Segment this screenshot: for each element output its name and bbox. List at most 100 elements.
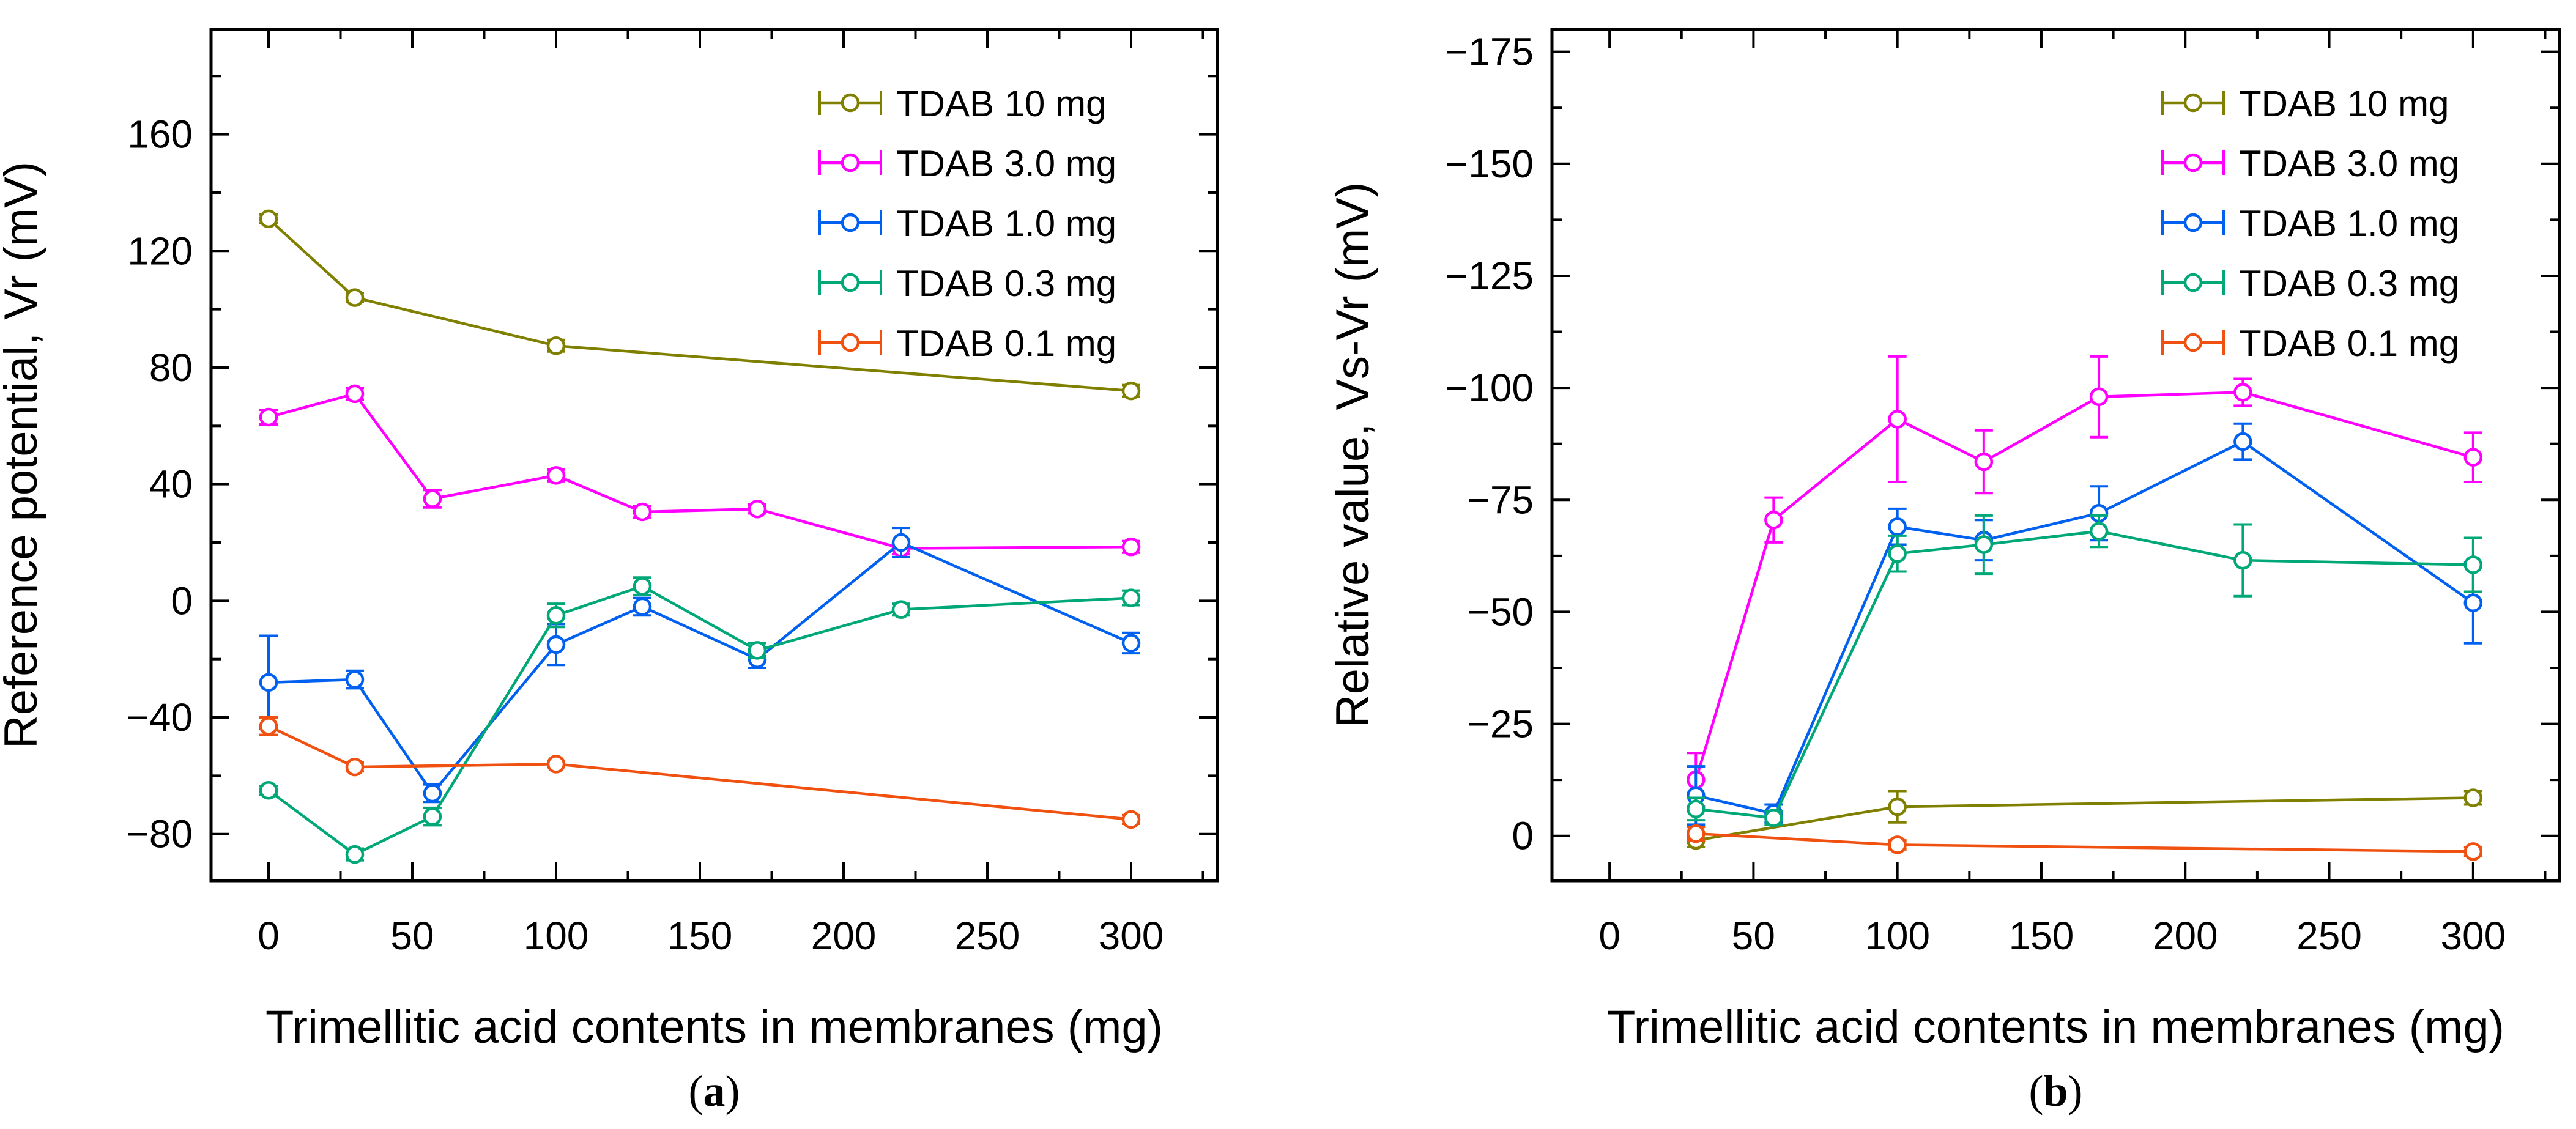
x-tick-label: 300 <box>1099 914 1164 958</box>
series-tdab-0-1-mg <box>259 716 1141 829</box>
legend-item: TDAB 0.3 mg <box>818 263 1116 304</box>
series-tdab-0-3-mg <box>1687 514 2483 827</box>
legend-item: TDAB 0.1 mg <box>818 323 1116 364</box>
legend-marker <box>2183 333 2203 352</box>
series-line <box>268 541 1132 796</box>
y-tick-label: −50 <box>1467 590 1534 634</box>
legend-marker <box>841 153 860 172</box>
data-point <box>1121 381 1141 401</box>
legend-marker <box>841 333 860 352</box>
data-point <box>546 466 566 485</box>
y-axis-label: Reference potential, Vr (mV) <box>0 161 47 749</box>
data-point <box>1888 517 1907 536</box>
y-tick-label: 80 <box>149 346 193 390</box>
data-point <box>1764 809 1783 827</box>
data-point <box>2233 550 2252 570</box>
data-point <box>1888 835 1907 854</box>
y-tick-label: 0 <box>171 579 193 623</box>
data-point <box>1121 588 1141 607</box>
legend-item: TDAB 3.0 mg <box>818 143 1116 184</box>
data-point <box>748 641 767 660</box>
data-point <box>2463 788 2483 807</box>
panel-a: 0 50 100 150 200 250 300 −80 −40 0 40 80 120 160 Trime… <box>0 28 1219 1116</box>
legend-label: TDAB 0.1 mg <box>2239 323 2459 364</box>
series-tdab-1-0-mg <box>259 527 1141 804</box>
legend-label: TDAB 10 mg <box>2239 83 2449 124</box>
data-point <box>2463 555 2483 574</box>
series-tdab-10-mg <box>259 209 1141 401</box>
y-tick-label: −100 <box>1446 366 1534 410</box>
legend-marker <box>841 93 860 113</box>
x-tick-label: 50 <box>1732 914 1775 958</box>
legend-label: TDAB 1.0 mg <box>2239 203 2459 244</box>
plot-frame <box>209 28 1219 883</box>
data-point <box>259 673 278 692</box>
legend-label: TDAB 0.3 mg <box>2239 263 2459 304</box>
data-point <box>546 605 566 625</box>
panel-label: (a) <box>689 1067 740 1116</box>
data-point <box>345 670 365 689</box>
y-tick-label: −175 <box>1446 30 1534 74</box>
data-point <box>546 635 566 654</box>
x-tick-label: 100 <box>524 914 589 958</box>
legend: TDAB 10 mg TDAB 3.0 mg TDAB 1.0 mg TDAB 0.3… <box>818 83 1116 364</box>
legend-item: TDAB 1.0 mg <box>2161 203 2459 244</box>
data-point <box>1121 634 1141 653</box>
series-tdab-1-0-mg <box>1687 422 2483 826</box>
data-point <box>1687 824 1706 843</box>
legend-marker <box>2183 273 2203 292</box>
data-point <box>891 600 911 619</box>
x-tick-label: 200 <box>2153 914 2218 958</box>
data-point <box>633 502 652 522</box>
series-line <box>267 218 1132 393</box>
y-tick-label: 160 <box>127 113 193 157</box>
data-point <box>546 755 566 774</box>
series-line <box>268 392 1132 550</box>
x-tick-label: 100 <box>1865 914 1930 958</box>
x-tick-label: 300 <box>2440 914 2506 958</box>
legend-marker <box>841 213 860 232</box>
data-point <box>423 489 442 508</box>
legend-item: TDAB 0.3 mg <box>2161 263 2459 304</box>
series-tdab-3-0-mg <box>259 384 1141 558</box>
legend-label: TDAB 1.0 mg <box>896 203 1116 244</box>
data-point <box>633 577 652 596</box>
legend-marker <box>2183 93 2203 113</box>
legend-label: TDAB 0.3 mg <box>896 263 1116 304</box>
x-tick-label: 200 <box>811 914 877 958</box>
x-tick-label: 0 <box>258 914 280 958</box>
legend-label: TDAB 0.1 mg <box>896 323 1116 364</box>
data-point <box>2463 593 2483 613</box>
legend-label: TDAB 10 mg <box>896 83 1106 124</box>
data-point <box>748 499 767 519</box>
data-point <box>1888 797 1907 816</box>
series-tdab-0-1-mg <box>1687 824 2483 861</box>
data-point <box>1888 544 1907 563</box>
x-tick-label: 250 <box>2296 914 2362 958</box>
data-point <box>2463 842 2483 861</box>
data-point <box>1121 810 1141 829</box>
x-tick-label: 50 <box>390 914 434 958</box>
y-tick-label: −125 <box>1446 254 1534 298</box>
data-point <box>1121 537 1141 557</box>
y-tick-label: 40 <box>149 462 193 506</box>
legend-label: TDAB 3.0 mg <box>896 143 1116 184</box>
series-line <box>1695 440 2474 815</box>
legend-marker <box>841 273 860 292</box>
legend-item: TDAB 10 mg <box>2161 83 2449 124</box>
series-line <box>1696 530 2473 820</box>
data-point <box>1974 535 1994 554</box>
data-point <box>891 533 911 552</box>
x-axis-label: Trimellitic acid contents in membranes (… <box>1607 1001 2504 1053</box>
data-point <box>345 757 365 777</box>
data-point <box>1764 510 1783 530</box>
x-tick-label: 150 <box>667 914 733 958</box>
legend-item: TDAB 0.1 mg <box>2161 323 2459 364</box>
legend-item: TDAB 10 mg <box>818 83 1106 124</box>
data-point <box>423 783 442 803</box>
legend-label: TDAB 3.0 mg <box>2239 143 2459 184</box>
series-tdab-10-mg <box>1687 788 2483 850</box>
y-tick-label: −80 <box>126 812 193 856</box>
y-tick-label: −40 <box>126 695 193 739</box>
data-point <box>423 807 442 826</box>
